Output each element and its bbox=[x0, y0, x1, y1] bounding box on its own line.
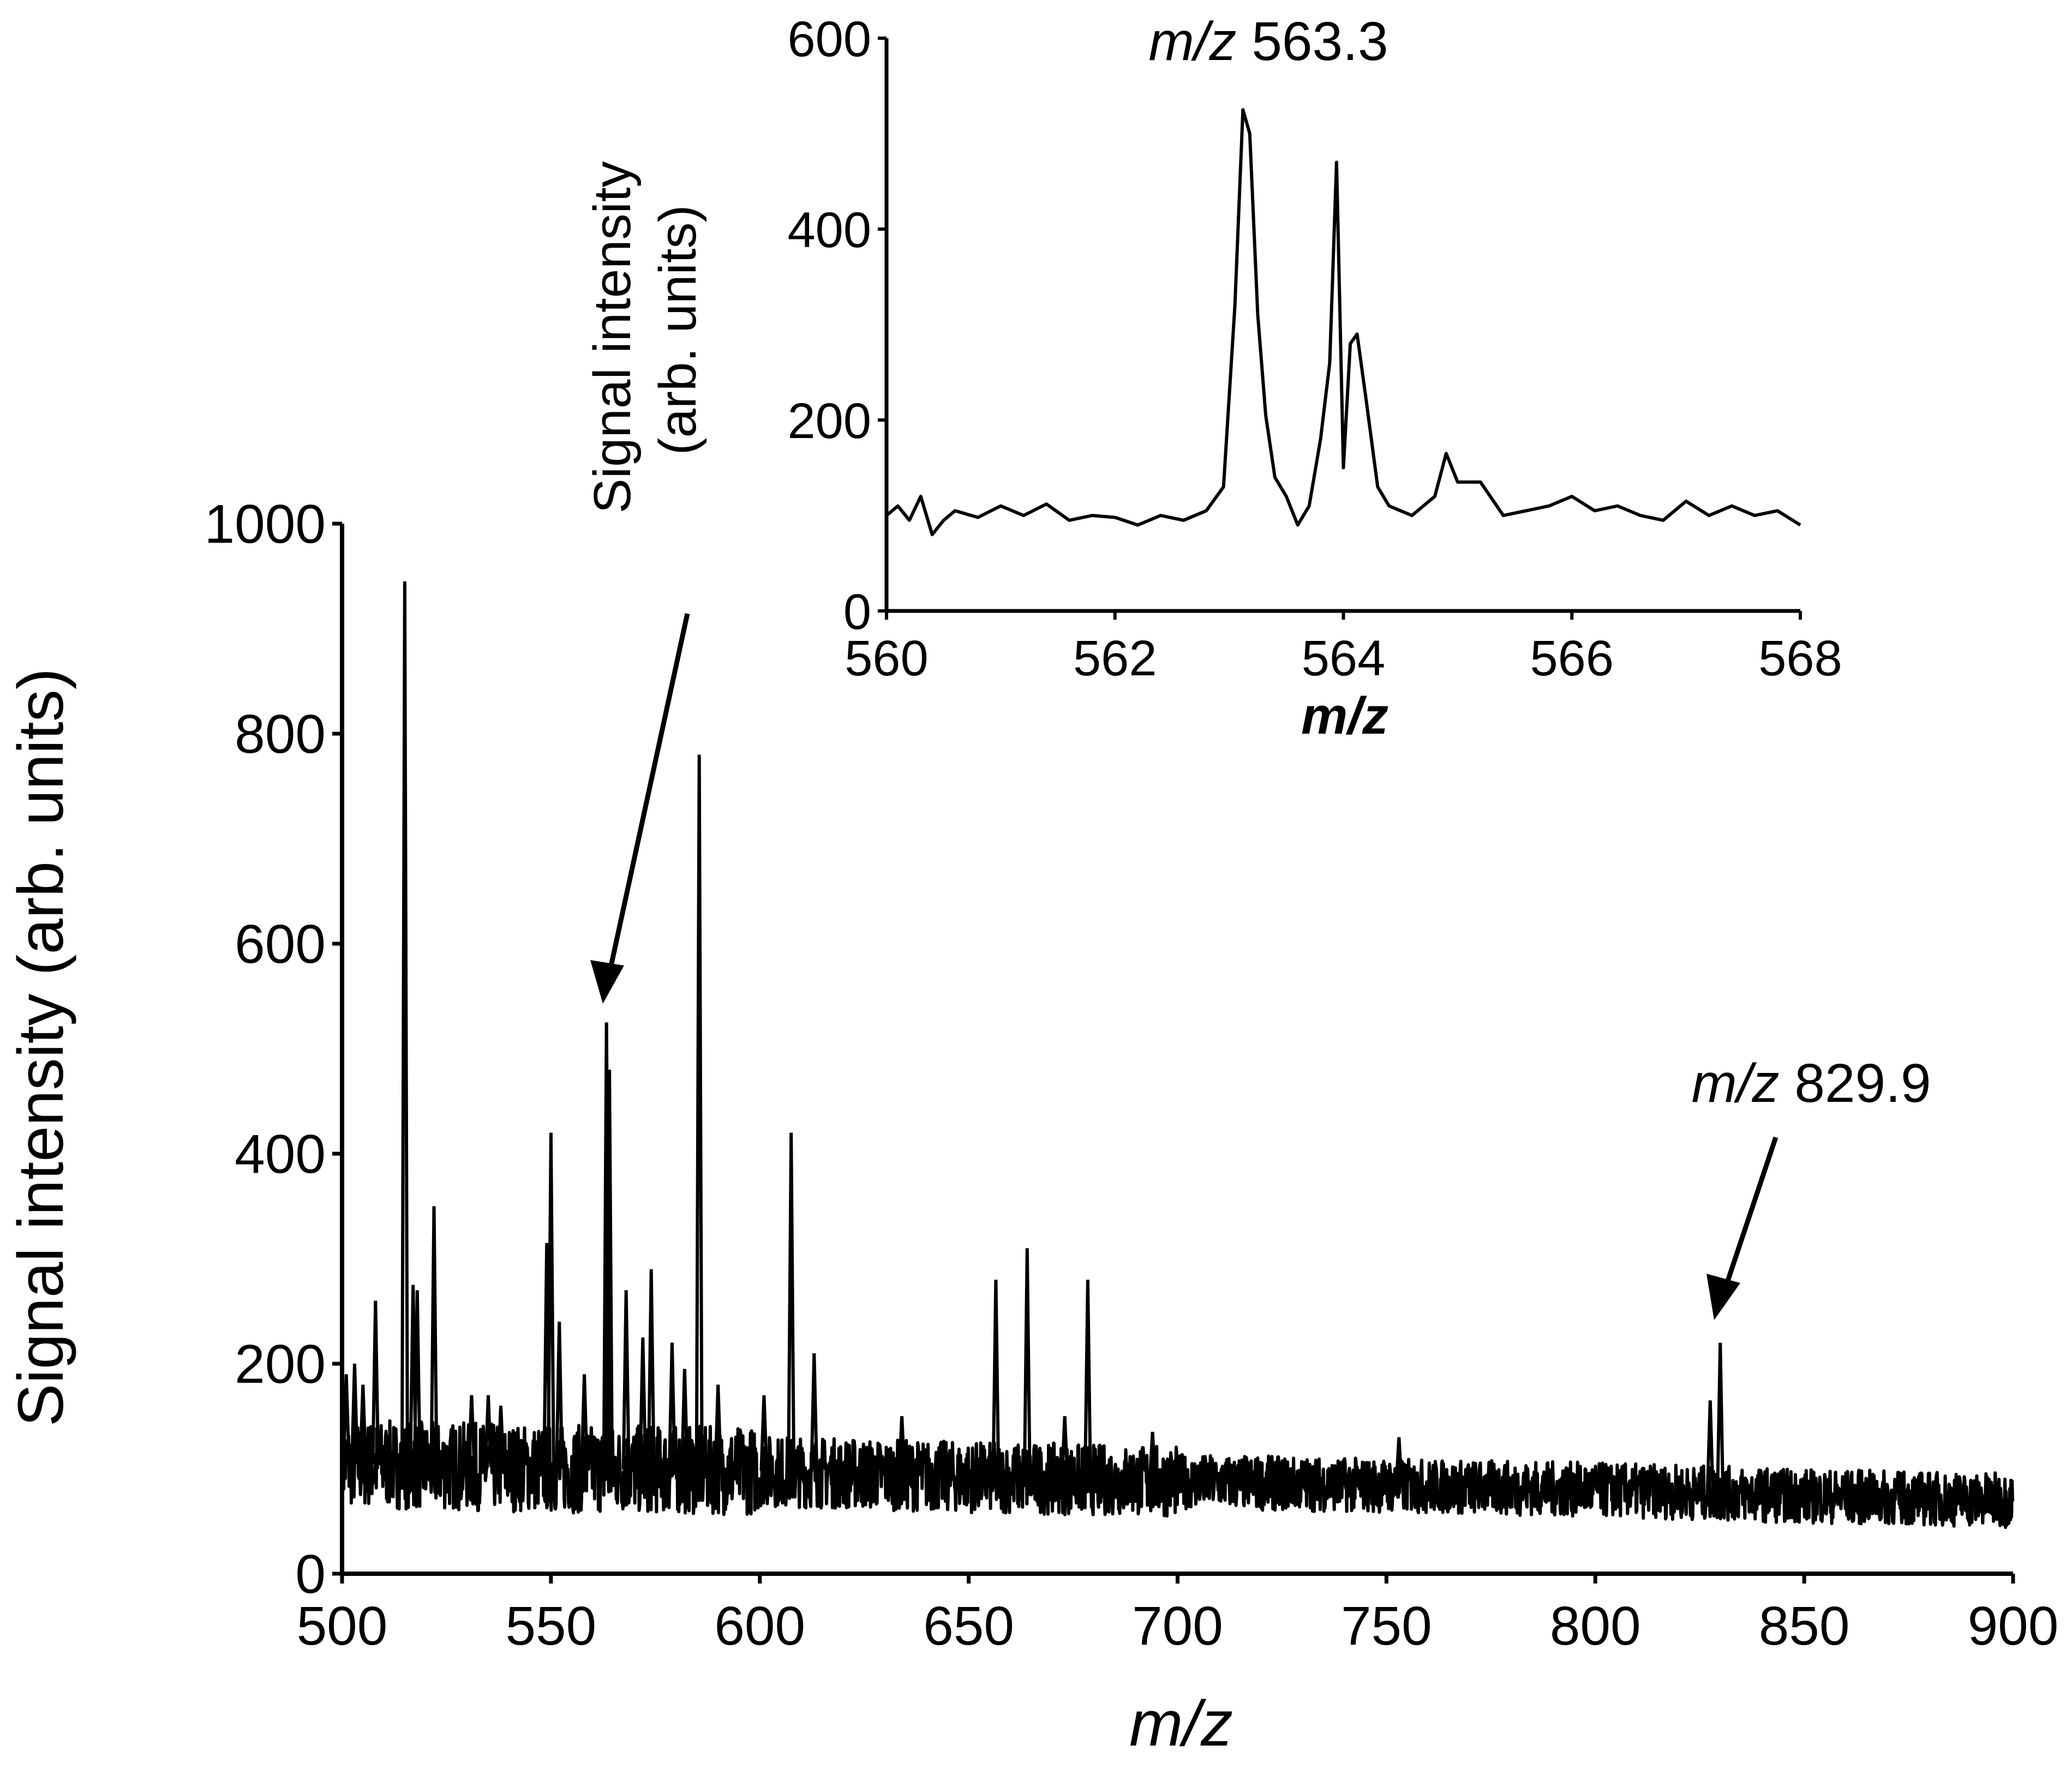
inset-x-tick-label: 562 bbox=[1073, 631, 1157, 686]
annotation-829-9: m/z 829.9 bbox=[1691, 1053, 1931, 1320]
main-y-tick-label: 0 bbox=[295, 1544, 326, 1605]
inset-spectrum-trace bbox=[885, 108, 1801, 536]
main-peak bbox=[680, 1369, 689, 1471]
arrow-829-9-head bbox=[1706, 1274, 1740, 1320]
main-peak bbox=[1716, 1342, 1725, 1494]
inset-x-tick-label: 568 bbox=[1758, 631, 1842, 686]
main-peak bbox=[991, 1279, 1001, 1478]
main-y-tick-label: 400 bbox=[235, 1124, 326, 1185]
main-y-tick-label: 600 bbox=[235, 914, 326, 975]
main-y-tick-label: 800 bbox=[235, 704, 326, 765]
main-peak bbox=[371, 1300, 380, 1465]
annotation-563-3: m/z 563.3 bbox=[1148, 11, 1388, 72]
main-x-axis-title: m/z bbox=[1129, 1688, 1233, 1760]
inset-x-tick-label: 564 bbox=[1302, 631, 1386, 686]
main-peak bbox=[1022, 1248, 1032, 1479]
main-y-tick-label: 1000 bbox=[205, 494, 326, 555]
main-chart: 0 200 400 600 800 1000 500 550 600 650 700 750 800 8… bbox=[5, 494, 2058, 1760]
main-peak bbox=[342, 1374, 351, 1464]
main-x-tick-label: 550 bbox=[505, 1596, 596, 1657]
inset-x-ticks: 560 562 564 566 568 bbox=[845, 611, 1842, 686]
main-x-tick-label: 800 bbox=[1550, 1596, 1641, 1657]
arrow-563-3 bbox=[590, 613, 690, 1004]
main-peak bbox=[787, 1132, 796, 1472]
arrow-563-3-shaft bbox=[607, 613, 690, 972]
main-x-tick-label: 500 bbox=[297, 1596, 388, 1657]
main-peak bbox=[1083, 1279, 1092, 1480]
main-peak bbox=[810, 1353, 819, 1473]
main-peak bbox=[1148, 1431, 1157, 1481]
main-x-tick-label: 600 bbox=[714, 1596, 805, 1657]
main-peak bbox=[897, 1416, 907, 1476]
main-y-ticks: 0 200 400 600 800 1000 bbox=[205, 494, 342, 1605]
annotation-563-3-italic: m/z bbox=[1148, 11, 1236, 72]
svg-text:m/z 829.9: m/z 829.9 bbox=[1691, 1053, 1931, 1114]
main-x-tick-label: 700 bbox=[1132, 1596, 1223, 1657]
inset-y-axis-title-line2: (arb. units) bbox=[649, 205, 707, 455]
main-spectrum-trace bbox=[340, 1419, 2015, 1529]
main-peak bbox=[646, 1269, 656, 1470]
inset-y-tick-label: 0 bbox=[843, 584, 871, 640]
main-x-tick-label: 850 bbox=[1759, 1596, 1850, 1657]
arrow-563-3-head bbox=[590, 960, 624, 1004]
main-x-tick-label: 900 bbox=[1968, 1596, 2059, 1657]
inset-x-tick-label: 566 bbox=[1530, 631, 1614, 686]
inset-y-tick-label: 600 bbox=[788, 11, 872, 67]
main-peak bbox=[638, 1337, 648, 1470]
inset-x-tick-label: 560 bbox=[845, 631, 929, 686]
main-peak bbox=[714, 1384, 723, 1471]
inset-x-axis-title: m/z bbox=[1301, 687, 1388, 745]
main-peak bbox=[400, 581, 409, 1465]
main-peak bbox=[694, 754, 704, 1471]
main-peak bbox=[759, 1395, 769, 1471]
main-peak bbox=[412, 1290, 422, 1466]
inset-y-tick-label: 400 bbox=[788, 202, 872, 258]
main-peak bbox=[1705, 1400, 1715, 1494]
main-peak bbox=[555, 1321, 564, 1469]
main-peak bbox=[580, 1374, 589, 1470]
main-peak bbox=[1394, 1437, 1404, 1486]
main-y-axis-title: Signal intensity (arb. units) bbox=[5, 668, 77, 1426]
main-peak bbox=[667, 1342, 676, 1470]
main-x-tick-label: 750 bbox=[1341, 1596, 1432, 1657]
main-peak bbox=[621, 1290, 631, 1470]
annotation-563-3-value: 563.3 bbox=[1237, 11, 1388, 72]
main-peak bbox=[484, 1395, 493, 1467]
main-peak bbox=[496, 1405, 505, 1468]
arrow-829-9-shaft bbox=[1720, 1136, 1778, 1297]
main-y-tick-label: 200 bbox=[235, 1334, 326, 1395]
main-peak bbox=[467, 1395, 476, 1467]
main-x-ticks: 500 550 600 650 700 750 800 850 900 bbox=[297, 1574, 2059, 1657]
inset-chart: 0 200 400 600 560 562 564 566 568 Signal intens… bbox=[583, 11, 1842, 745]
main-peak bbox=[350, 1363, 359, 1464]
annotation-829-9-italic: m/z bbox=[1691, 1053, 1779, 1114]
main-x-tick-label: 650 bbox=[923, 1596, 1014, 1657]
inset-y-axis-title: Signal intensity (arb. units) bbox=[583, 147, 707, 513]
inset-y-axis-title-line1: Signal intensity bbox=[583, 161, 642, 513]
main-peak bbox=[546, 1132, 555, 1469]
main-peak bbox=[1060, 1416, 1069, 1479]
inset-y-tick-label: 200 bbox=[788, 393, 872, 449]
inset-y-ticks: 0 200 400 600 bbox=[788, 11, 887, 640]
annotation-829-9-value: 829.9 bbox=[1780, 1053, 1931, 1114]
main-peaks bbox=[342, 581, 1725, 1494]
main-peak bbox=[605, 1069, 614, 1470]
main-peak bbox=[358, 1384, 368, 1464]
inset-points bbox=[887, 110, 1800, 535]
main-peak bbox=[429, 1206, 439, 1466]
